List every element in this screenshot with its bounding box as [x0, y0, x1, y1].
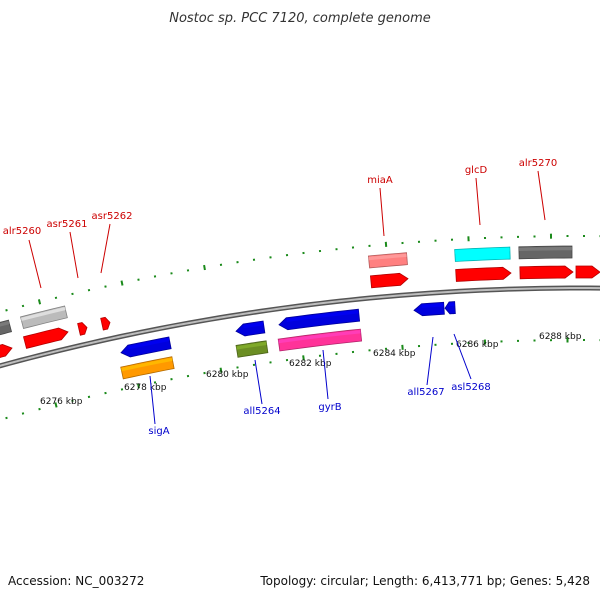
- gene-feature[interactable]: [575, 265, 600, 279]
- gene-feature[interactable]: [77, 322, 88, 336]
- gene-label-asl5268[interactable]: asl5268: [451, 382, 491, 393]
- scale-tick-label: 6286 kbp: [456, 340, 499, 350]
- backbone-highlight: [0, 286, 600, 367]
- tick-mark: [5, 416, 8, 420]
- gene-feature[interactable]: [120, 356, 175, 380]
- gene-label-gyrb[interactable]: gyrB: [318, 402, 341, 413]
- tick-mark: [21, 412, 25, 415]
- accession-text: Accession: NC_003272: [8, 574, 144, 588]
- gene-leader-line: [69, 231, 79, 279]
- gene-label-all5264[interactable]: all5264: [243, 406, 280, 417]
- tick-mark: [38, 407, 41, 411]
- tick-mark: [219, 367, 223, 373]
- gene-feature[interactable]: [454, 246, 511, 262]
- gene-label-asr5261[interactable]: asr5261: [47, 219, 88, 230]
- gene-features: [0, 245, 600, 380]
- gene-feature[interactable]: [235, 320, 266, 337]
- gene-leader-line: [453, 333, 472, 380]
- gene-feature[interactable]: [20, 305, 68, 330]
- gene-feature[interactable]: [100, 316, 111, 331]
- scale-labels: 6276 kbp 6278 kbp 6280 kbp 6282 kbp 6284 kbp…: [40, 332, 582, 407]
- gene-feature[interactable]: [0, 319, 13, 337]
- tick-mark: [302, 355, 305, 361]
- genome-backbone: [0, 285, 600, 369]
- scale-tick-label: 6288 kbp: [539, 332, 582, 342]
- gene-leader-line: [28, 239, 42, 289]
- tick-mark: [37, 299, 42, 305]
- scale-tick-label: 6284 kbp: [373, 349, 416, 359]
- gene-leader-line: [254, 359, 263, 405]
- gene-feature[interactable]: [0, 344, 13, 359]
- scale-tick-label: 6280 kbp: [206, 370, 249, 380]
- gene-label-all5267[interactable]: all5267: [407, 387, 444, 398]
- genome-summary-text: Topology: circular; Length: 6,413,771 bp…: [259, 574, 590, 588]
- gene-label-miaa[interactable]: miaA: [367, 175, 393, 186]
- tick-mark: [137, 383, 140, 389]
- gene-label-siga[interactable]: sigA: [148, 426, 169, 437]
- gene-labels: alr5260 asr5261 asr5262 miaA glcD alr5270 sigA…: [3, 158, 557, 437]
- gene-label-asr5262[interactable]: asr5262: [92, 211, 133, 222]
- gene-feature[interactable]: [277, 328, 363, 352]
- gene-feature[interactable]: [519, 265, 574, 280]
- gene-leader-line: [537, 170, 546, 221]
- gene-leader-line: [149, 375, 156, 425]
- tick-mark: [120, 280, 124, 286]
- tick-mark: [5, 309, 8, 312]
- tick-mark: [54, 402, 58, 408]
- gene-label-glcd[interactable]: glcD: [465, 165, 488, 176]
- gene-feature[interactable]: [444, 301, 456, 315]
- gene-label-alr5270[interactable]: alr5270: [519, 158, 557, 169]
- gene-leader-line: [379, 187, 385, 237]
- gene-leader-line: [100, 223, 111, 274]
- gene-feature[interactable]: [455, 266, 512, 282]
- gene-feature[interactable]: [413, 301, 445, 317]
- tick-marks: [5, 233, 600, 420]
- gene-feature[interactable]: [518, 245, 573, 260]
- gene-label-alr5260[interactable]: alr5260: [3, 226, 41, 237]
- scale-tick-label: 6276 kbp: [40, 397, 83, 407]
- scale-tick-label: 6282 kbp: [289, 359, 332, 369]
- gene-leader-line: [322, 349, 329, 400]
- gene-feature[interactable]: [120, 336, 172, 358]
- gene-feature[interactable]: [23, 327, 69, 349]
- gene-feature[interactable]: [278, 308, 361, 331]
- map-title: Nostoc sp. PCC 7120, complete genome: [169, 11, 431, 26]
- gene-feature[interactable]: [369, 272, 409, 289]
- gene-leader-line: [426, 336, 434, 386]
- gene-feature[interactable]: [367, 252, 408, 269]
- gene-feature[interactable]: [235, 340, 269, 358]
- tick-mark: [203, 264, 206, 271]
- gene-leader-line: [475, 177, 481, 226]
- scale-tick-label: 6278 kbp: [124, 383, 167, 393]
